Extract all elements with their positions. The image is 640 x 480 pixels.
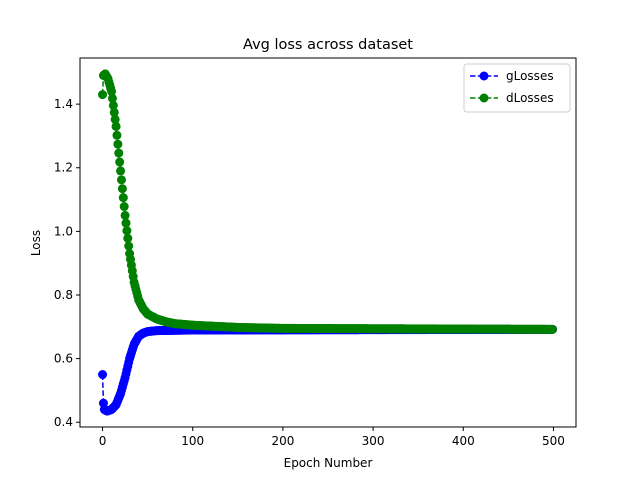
x-axis-title: Epoch Number [284, 456, 373, 470]
data-point [548, 324, 558, 334]
data-point [98, 370, 108, 380]
data-point [119, 202, 129, 212]
x-tick-label: 0 [99, 434, 107, 448]
data-point [122, 226, 132, 236]
y-tick-label: 0.6 [54, 352, 73, 366]
x-axis-ticks: 0 100 200 300 400 500 [99, 427, 565, 448]
data-point [121, 218, 131, 228]
data-point [118, 193, 128, 203]
data-point [112, 130, 122, 140]
y-tick-label: 1.0 [54, 224, 73, 238]
y-tick-label: 1.2 [54, 161, 73, 175]
data-point [114, 148, 124, 158]
y-tick-label: 0.4 [54, 415, 73, 429]
axes-frame [79, 57, 577, 428]
data-point [115, 157, 125, 167]
legend-label-dlosses: dLosses [506, 91, 554, 105]
data-point [117, 184, 127, 194]
data-point [116, 175, 126, 185]
data-point [98, 90, 108, 100]
legend: gLosses dLosses [463, 63, 571, 113]
data-point [110, 114, 120, 124]
x-tick-label: 400 [452, 434, 475, 448]
legend-marker-dlosses [479, 93, 489, 103]
y-tick-label: 1.4 [54, 97, 73, 111]
data-point [120, 210, 130, 220]
x-tick-label: 100 [181, 434, 204, 448]
data-point [113, 139, 123, 149]
data-point [111, 121, 121, 131]
x-tick-label: 200 [271, 434, 294, 448]
data-point [109, 107, 119, 117]
y-axis-title: Loss [29, 230, 43, 256]
data-point [124, 241, 134, 251]
x-tick-label: 500 [542, 434, 565, 448]
y-axis-ticks: 0.4 0.6 0.8 1.0 1.2 1.4 [54, 97, 80, 429]
series-layer [98, 69, 558, 416]
legend-label-glosses: gLosses [506, 69, 554, 83]
data-point [116, 166, 126, 176]
chart-title: Avg loss across dataset [243, 37, 413, 53]
data-point [108, 100, 118, 110]
data-point [107, 86, 117, 96]
data-point [123, 233, 133, 243]
series-dLosses [98, 69, 558, 334]
y-tick-label: 0.8 [54, 288, 73, 302]
plot-area [79, 57, 577, 428]
legend-marker-glosses [479, 71, 489, 81]
data-point [107, 93, 117, 103]
x-tick-label: 300 [362, 434, 385, 448]
